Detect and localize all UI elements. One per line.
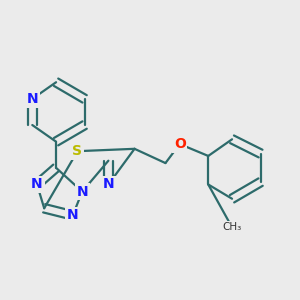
Text: N: N <box>67 208 79 222</box>
Text: N: N <box>26 92 38 106</box>
Text: N: N <box>76 184 88 199</box>
Text: O: O <box>174 137 186 151</box>
Text: N: N <box>103 178 114 191</box>
Text: CH₃: CH₃ <box>222 222 242 232</box>
Text: N: N <box>31 178 43 191</box>
Text: S: S <box>73 144 82 158</box>
